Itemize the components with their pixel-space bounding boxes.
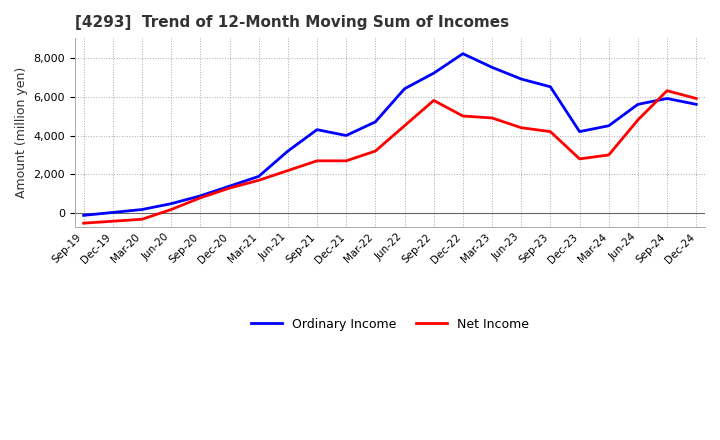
Net Income (254, 178, 263, 183)
Ordinary Income (342, 133, 351, 138)
Net Income (167, 207, 176, 212)
Ordinary Income (459, 51, 467, 56)
Net Income (517, 125, 526, 130)
Net Income (634, 117, 642, 123)
Ordinary Income (138, 207, 146, 212)
Text: [4293]  Trend of 12-Month Moving Sum of Incomes: [4293] Trend of 12-Month Moving Sum of I… (75, 15, 509, 30)
Net Income (284, 168, 292, 173)
Ordinary Income (109, 210, 117, 215)
Ordinary Income (400, 86, 409, 92)
Net Income (575, 156, 584, 161)
Ordinary Income (167, 201, 176, 206)
Ordinary Income (429, 70, 438, 76)
Net Income (196, 195, 204, 201)
Net Income (109, 219, 117, 224)
Net Income (400, 123, 409, 128)
Net Income (487, 115, 496, 121)
Ordinary Income (634, 102, 642, 107)
Y-axis label: Amount (million yen): Amount (million yen) (15, 67, 28, 198)
Net Income (604, 152, 613, 158)
Net Income (692, 96, 701, 101)
Ordinary Income (517, 77, 526, 82)
Net Income (79, 220, 88, 226)
Line: Net Income: Net Income (84, 91, 696, 223)
Ordinary Income (487, 65, 496, 70)
Net Income (225, 185, 234, 191)
Net Income (312, 158, 321, 164)
Ordinary Income (254, 174, 263, 179)
Ordinary Income (662, 96, 671, 101)
Net Income (459, 114, 467, 119)
Net Income (371, 148, 379, 154)
Ordinary Income (79, 213, 88, 218)
Ordinary Income (225, 183, 234, 189)
Legend: Ordinary Income, Net Income: Ordinary Income, Net Income (246, 313, 534, 336)
Line: Ordinary Income: Ordinary Income (84, 54, 696, 215)
Net Income (429, 98, 438, 103)
Ordinary Income (546, 84, 554, 89)
Ordinary Income (575, 129, 584, 134)
Ordinary Income (371, 119, 379, 125)
Ordinary Income (312, 127, 321, 132)
Ordinary Income (284, 148, 292, 154)
Net Income (342, 158, 351, 164)
Ordinary Income (692, 102, 701, 107)
Ordinary Income (196, 193, 204, 198)
Ordinary Income (604, 123, 613, 128)
Net Income (138, 216, 146, 222)
Net Income (546, 129, 554, 134)
Net Income (662, 88, 671, 93)
